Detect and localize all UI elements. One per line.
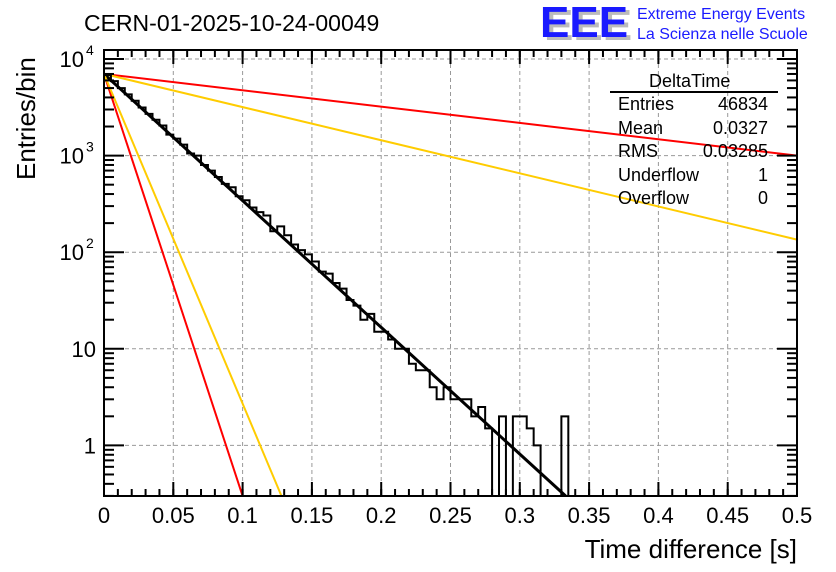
stats-value: 46834 xyxy=(718,94,768,114)
x-tick-label: 0.3 xyxy=(505,503,536,528)
stats-value: 1 xyxy=(758,165,768,185)
stats-title: DeltaTime xyxy=(649,71,730,91)
y-tick-label: 10 xyxy=(72,337,96,362)
x-tick-label: 0.45 xyxy=(706,503,749,528)
x-tick-label: 0.15 xyxy=(290,503,333,528)
x-tick-label: 0.5 xyxy=(782,503,813,528)
histogram xyxy=(103,74,797,497)
y-tick-label: 1 xyxy=(84,433,96,458)
y-axis-title: Entries/bin xyxy=(11,57,41,180)
axes: 0 0.05 0.1 0.15 0.2 0.25 0.3 0.35 0.4 0.45 0.510 41… xyxy=(60,42,813,528)
stats-box: DeltaTime Entries 46834 Mean 0.0327 RMS … xyxy=(610,71,778,208)
stats-label: RMS xyxy=(618,141,658,161)
logo-mark: EEE xyxy=(540,0,628,47)
logo: EEE EEE Extreme Energy Events La Scienza… xyxy=(540,0,808,50)
x-tick-label: 0.2 xyxy=(366,503,397,528)
stats-label: Overflow xyxy=(618,188,690,208)
x-axis-title: Time difference [s] xyxy=(585,534,797,564)
logo-line2: La Scienza nelle Scuole xyxy=(637,26,808,43)
x-tick-label: 0 xyxy=(98,503,110,528)
stats-label: Mean xyxy=(618,118,663,138)
y-tick-exponent: 4 xyxy=(86,42,94,58)
grid xyxy=(104,50,797,496)
chart-title: CERN-01-2025-10-24-00049 xyxy=(84,10,379,36)
fit-line-red-steep xyxy=(103,73,244,497)
y-tick-label: 10 xyxy=(60,240,84,265)
stats-value: 0.0327 xyxy=(713,118,768,138)
x-tick-label: 0.25 xyxy=(429,503,472,528)
plot-frame xyxy=(103,49,798,497)
stats-value: 0 xyxy=(758,188,768,208)
x-tick-label: 0.05 xyxy=(152,503,195,528)
logo-shadow: EEE xyxy=(544,1,632,50)
y-tick-label: 10 xyxy=(60,144,84,169)
y-tick-exponent: 3 xyxy=(86,139,94,155)
x-tick-label: 0.1 xyxy=(227,503,258,528)
fit-line-red-shallow xyxy=(103,72,798,157)
stats-value: 0.03285 xyxy=(703,141,768,161)
x-tick-label: 0.4 xyxy=(643,503,674,528)
fit-line-yellow-steep xyxy=(103,73,283,497)
x-tick-label: 0.35 xyxy=(568,503,611,528)
y-tick-exponent: 2 xyxy=(86,235,94,251)
stats-label: Entries xyxy=(618,94,674,114)
y-tick-label: 10 xyxy=(60,47,84,72)
fit-line-yellow-shallow xyxy=(103,72,798,241)
stats-label: Underflow xyxy=(618,165,700,185)
logo-line1: Extreme Energy Events xyxy=(637,6,805,23)
